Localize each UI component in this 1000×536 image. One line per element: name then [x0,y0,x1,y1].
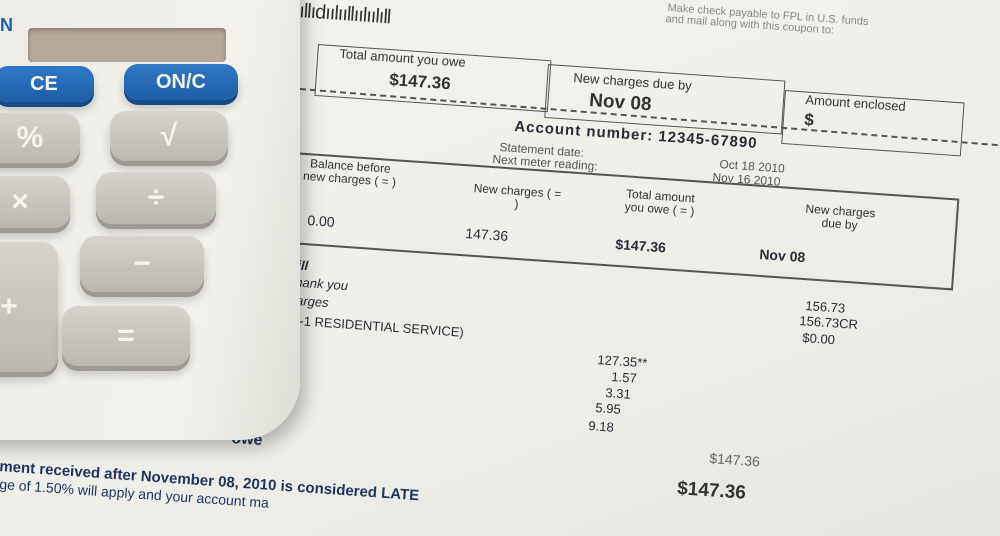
summary-header-due: New charges due by [805,201,876,233]
summary-balance-value: 0.00 [306,212,336,230]
calculator-display [28,28,226,62]
line-amount: 156.73CR [798,313,859,333]
on-clear-key[interactable]: ON/C [124,64,238,100]
summary-new-charges-value: 147.36 [464,225,509,244]
item-amount: 127.35** [596,352,648,371]
postal-barcode: ıllıdıılııllıılıılıll [298,0,392,29]
minus-key[interactable]: − [80,236,204,292]
summary-total-value: $147.36 [614,236,667,256]
equals-key[interactable]: = [62,306,190,366]
summary-header-total: Total amount you owe ( = ) [624,186,696,219]
sqrt-key[interactable]: √ [110,111,228,161]
ce-key[interactable]: CE [0,66,94,102]
multiply-key[interactable]: × [0,176,70,228]
grand-total: $147.36 [676,478,747,504]
item-amount: 5.95 [594,400,622,417]
plus-key[interactable]: + [0,242,58,372]
item-amount: 9.18 [587,418,615,435]
line-amount: $0.00 [801,330,836,348]
amount-enclosed-input: $ [803,110,815,130]
divide-key[interactable]: ÷ [96,172,216,224]
coupon-total-value: $147.36 [388,70,452,94]
item-amount: 3.31 [604,385,632,402]
subtotal: $147.36 [708,450,761,470]
item-amount: 1.57 [610,369,638,386]
line-label: RS-1 RESIDENTIAL SERVICE) [280,312,465,340]
summary-due-value: Nov 08 [758,246,806,266]
calculator-brand: N [0,15,13,35]
percent-key[interactable]: % [0,113,80,163]
calculator: N CE ON/C % √ × ÷ + − = [0,0,300,440]
